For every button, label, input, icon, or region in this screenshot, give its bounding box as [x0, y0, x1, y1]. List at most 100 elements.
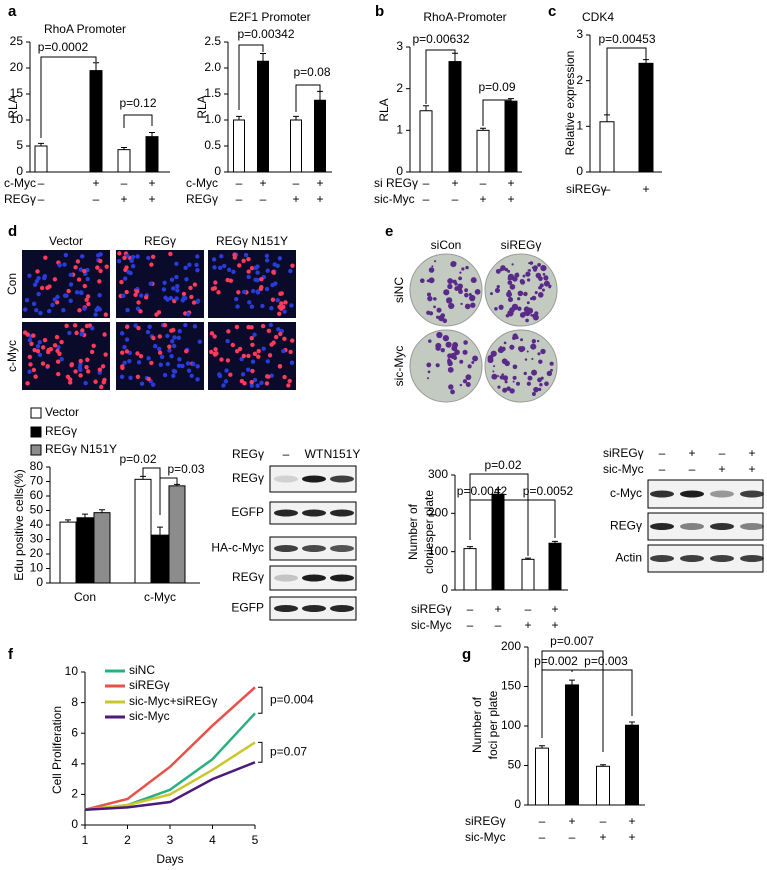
x-tick-label: 2 — [124, 833, 131, 847]
cell-nucleus — [153, 343, 158, 349]
condition-sign: + — [599, 830, 606, 844]
y-tick-label: 0.5 — [204, 138, 221, 152]
colony — [526, 350, 529, 353]
cell-nucleus — [239, 378, 245, 384]
cell-nucleus — [217, 265, 223, 271]
y-tick-label: 50 — [508, 758, 522, 772]
colony — [512, 364, 518, 370]
legend-swatch — [30, 426, 42, 438]
error-bar — [480, 127, 486, 131]
condition-label: siREGγ — [566, 182, 607, 196]
cell-nucleus — [151, 335, 156, 341]
colony — [459, 359, 464, 364]
y-tick-label: 0 — [514, 797, 521, 811]
cell-nucleus — [85, 369, 91, 374]
cell-nucleus — [183, 265, 188, 271]
blot-band-label: REGγ — [232, 570, 264, 584]
cell-nucleus — [158, 362, 163, 367]
colony — [492, 370, 495, 373]
condition-sign: + — [316, 176, 323, 190]
p-value: p=0.0052 — [523, 484, 574, 498]
cell-nucleus — [23, 307, 28, 312]
error-bar — [552, 540, 558, 544]
cell-nucleus — [93, 379, 98, 384]
cell-nucleus — [119, 331, 125, 336]
colony — [487, 357, 494, 364]
micrograph-column-label: REGγ — [144, 234, 176, 248]
colony — [504, 380, 508, 384]
cell-nucleus — [63, 252, 69, 258]
cell-nucleus — [258, 286, 264, 292]
colony — [459, 383, 463, 387]
p-value: p=0.03 — [167, 462, 204, 476]
panel-label: g — [462, 646, 471, 663]
colony — [537, 292, 544, 298]
cell-nucleus — [177, 328, 182, 334]
cell-nucleus — [52, 297, 57, 302]
colony — [447, 353, 452, 359]
cell-nucleus — [45, 363, 50, 369]
cell-nucleus — [43, 255, 48, 260]
blot-band — [710, 555, 734, 562]
cell-nucleus — [122, 345, 127, 350]
bar — [168, 485, 186, 584]
cell-nucleus — [282, 309, 287, 314]
cell-nucleus — [128, 270, 133, 276]
colony — [447, 283, 453, 290]
cell-nucleus — [195, 377, 200, 382]
colony — [443, 289, 450, 296]
cell-nucleus — [264, 253, 270, 259]
cell-nucleus — [27, 369, 32, 374]
cell-nucleus — [175, 288, 180, 293]
colony — [506, 386, 511, 391]
cell-nucleus — [38, 310, 43, 316]
data-line — [84, 761, 256, 811]
cell-nucleus — [183, 322, 188, 328]
error-bar — [121, 147, 127, 150]
cell-nucleus — [74, 330, 79, 336]
bar — [34, 145, 48, 173]
cell-nucleus — [168, 251, 173, 257]
error-bar — [569, 679, 575, 685]
colony — [436, 307, 442, 313]
cell-nucleus — [27, 273, 32, 278]
blot-band — [274, 574, 298, 582]
colony — [542, 273, 546, 276]
cell-nucleus — [283, 300, 288, 305]
p-value: p=0.07 — [270, 744, 307, 758]
colony — [491, 373, 498, 380]
condition-sign: + — [628, 830, 635, 844]
cell-nucleus — [119, 279, 124, 285]
condition-sign: – — [539, 830, 546, 844]
condition-sign: – — [659, 462, 666, 476]
cell-nucleus — [86, 301, 91, 307]
y-axis-label: foci per plate — [486, 690, 500, 759]
bar — [117, 149, 131, 173]
cell-nucleus — [73, 265, 78, 270]
error-bar — [149, 131, 155, 137]
data-line — [84, 686, 256, 811]
cell-nucleus — [250, 359, 256, 364]
y-tick-label: 200 — [501, 639, 521, 653]
cell-nucleus — [145, 329, 151, 335]
cell-nucleus — [288, 268, 293, 274]
cell-nucleus — [195, 364, 200, 369]
cell-nucleus — [56, 345, 61, 350]
cell-nucleus — [269, 306, 274, 311]
cell-nucleus — [36, 291, 41, 297]
colony — [525, 318, 529, 323]
colony — [465, 374, 472, 381]
bar — [151, 534, 169, 584]
colony — [454, 349, 460, 356]
cell-nucleus — [171, 343, 177, 349]
cell-nucleus — [236, 290, 241, 295]
y-tick-label: 80 — [30, 459, 44, 473]
colony — [454, 286, 460, 291]
cell-nucleus — [277, 311, 282, 317]
cell-nucleus — [192, 282, 198, 287]
cell-nucleus — [237, 346, 243, 352]
bar — [145, 136, 159, 173]
cell-nucleus — [122, 360, 127, 366]
blot-band — [650, 490, 674, 498]
p-value: p=0.12 — [119, 96, 156, 110]
